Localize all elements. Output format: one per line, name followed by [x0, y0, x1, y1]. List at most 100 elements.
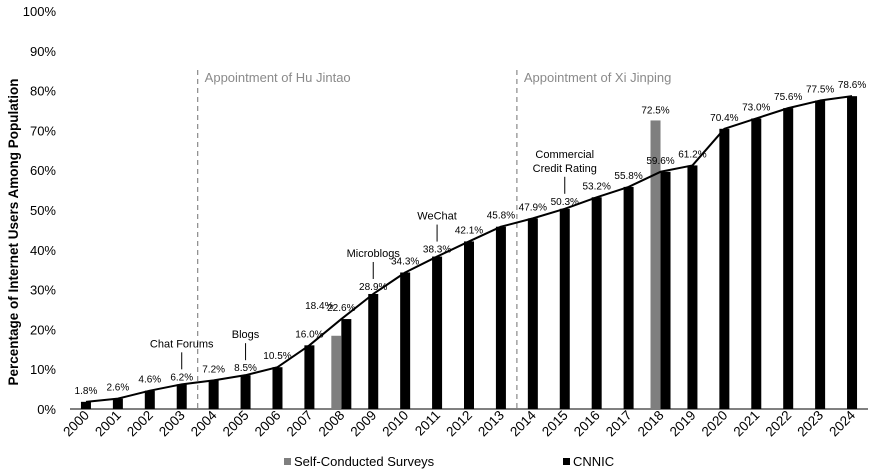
- cnnic-bar: [495, 226, 506, 409]
- x-tick-label: 2008: [316, 408, 348, 440]
- cnnic-bar: [660, 171, 671, 409]
- cnnic-bar: [847, 96, 858, 409]
- y-tick-label: 0%: [37, 402, 56, 417]
- x-tick-label: 2012: [443, 408, 475, 440]
- cnnic-bar: [368, 293, 379, 409]
- cnnic-bar: [559, 208, 570, 409]
- cnnic-bar: [719, 128, 730, 410]
- cnnic-bar: [751, 118, 762, 410]
- cnnic-value-label: 38.3%: [423, 245, 451, 256]
- x-tick-label: 2022: [762, 408, 794, 440]
- cnnic-value-label: 61.2%: [678, 149, 706, 160]
- cnnic-bar: [240, 375, 251, 409]
- cnnic-bar: [432, 256, 443, 409]
- legend-label: CNNIC: [573, 454, 614, 469]
- data-labels: 1.8% 2.6% 4.6% 6.2% 7.2% 8.5% 10.5% 16.0% 22.6% 2…: [75, 80, 867, 397]
- x-tick-label: 2002: [124, 408, 156, 440]
- annotation-label: Credit Rating: [533, 163, 597, 175]
- cnnic-value-label: 4.6%: [138, 375, 161, 386]
- trend-line-group: [85, 95, 853, 403]
- x-tick-label: 2011: [412, 408, 443, 439]
- x-tick-label: 2017: [603, 408, 635, 440]
- cnnic-bar: [623, 186, 634, 409]
- x-tick-label: 2007: [284, 408, 316, 440]
- annotation-label: Microblogs: [347, 248, 401, 260]
- annotation-label: Blogs: [232, 329, 260, 341]
- cnnic-value-label: 7.2%: [202, 364, 225, 375]
- y-tick-label: 50%: [30, 203, 56, 218]
- y-tick-label: 10%: [30, 362, 56, 377]
- cnnic-value-label: 53.2%: [583, 181, 611, 192]
- y-tick-label: 100%: [23, 4, 57, 19]
- x-tick-label: 2024: [826, 407, 858, 439]
- legend: Self-Conducted Surveys CNNIC: [284, 454, 614, 469]
- cnnic-bar: [80, 401, 91, 409]
- x-tick-label: 2020: [699, 408, 731, 440]
- cnnic-value-label: 1.8%: [75, 386, 98, 397]
- x-tick-label: 2023: [794, 408, 826, 440]
- x-tick-label: 2005: [220, 408, 252, 440]
- cnnic-value-label: 59.6%: [646, 156, 674, 167]
- survey-value-label: 72.5%: [641, 105, 669, 116]
- cnnic-value-label: 28.9%: [359, 282, 387, 293]
- cnnic-value-label: 34.3%: [391, 256, 419, 267]
- x-tick-label: 2010: [379, 408, 411, 440]
- legend-swatch: [563, 458, 570, 465]
- x-tick-label: 2013: [475, 408, 507, 440]
- annotation-label: WeChat: [417, 211, 457, 223]
- x-axis: 2000 2001 2002 2003 2004 2005 2006 2007 2008 2009…: [60, 407, 858, 439]
- cnnic-value-label: 47.9%: [519, 202, 547, 213]
- trend-line: [85, 95, 853, 403]
- cnnic-value-label: 55.8%: [614, 171, 642, 182]
- x-tick-label: 2015: [539, 408, 571, 440]
- annotations: Chat Forums Blogs Microblogs WeChat Commerci…: [150, 149, 597, 370]
- cnnic-value-label: 70.4%: [710, 113, 738, 124]
- survey-bar: [650, 120, 661, 409]
- x-tick-label: 2018: [635, 408, 667, 440]
- y-tick-label: 60%: [30, 163, 56, 178]
- x-tick-label: 2006: [252, 408, 284, 440]
- y-tick-label: 90%: [30, 44, 56, 59]
- cnnic-value-label: 45.8%: [487, 211, 515, 222]
- y-axis-label: Percentage of Internet Users Among Popul…: [6, 78, 21, 385]
- cnnic-value-label: 10.5%: [263, 351, 291, 362]
- bars: [80, 96, 858, 410]
- era-markers: Appointment of Hu Jintao Appointment of X…: [197, 70, 671, 409]
- cnnic-bar: [687, 165, 698, 409]
- cnnic-bar: [400, 272, 411, 409]
- legend-swatch: [284, 458, 291, 465]
- cnnic-bar: [527, 218, 538, 409]
- x-tick-label: 2021: [731, 408, 763, 440]
- x-tick-label: 2004: [188, 407, 220, 439]
- cnnic-value-label: 73.0%: [742, 102, 770, 113]
- cnnic-value-label: 16.0%: [295, 329, 323, 340]
- cnnic-bar: [176, 384, 187, 409]
- cnnic-bar: [208, 380, 219, 409]
- cnnic-value-label: 2.6%: [106, 383, 129, 394]
- y-tick-label: 30%: [30, 283, 56, 298]
- cnnic-bar: [272, 367, 283, 409]
- cnnic-bar: [815, 100, 826, 410]
- y-axis: 0% 10% 20% 30% 40% 50% 60% 70% 80% 90% 100%: [23, 4, 868, 417]
- era-label: Appointment of Xi Jinping: [524, 70, 671, 85]
- annotation-label: Commercial: [535, 149, 594, 161]
- cnnic-value-label: 6.2%: [170, 372, 193, 383]
- x-tick-label: 2003: [156, 408, 188, 440]
- era-label: Appointment of Hu Jintao: [205, 70, 351, 85]
- cnnic-bar: [591, 197, 602, 409]
- x-tick-label: 2014: [507, 407, 539, 439]
- x-tick-label: 2009: [348, 408, 380, 440]
- x-tick-label: 2001: [92, 408, 124, 440]
- survey-bar: [331, 335, 342, 409]
- x-tick-label: 2000: [60, 408, 92, 440]
- cnnic-bar: [341, 319, 352, 409]
- cnnic-value-label: 50.3%: [551, 197, 579, 208]
- cnnic-value-label: 77.5%: [806, 85, 834, 96]
- y-tick-label: 20%: [30, 322, 56, 337]
- cnnic-value-label: 75.6%: [774, 92, 802, 103]
- cnnic-bar: [144, 390, 155, 409]
- cnnic-bar: [464, 241, 474, 409]
- y-tick-label: 80%: [30, 84, 56, 99]
- survey-value-label: 18.4%: [305, 301, 333, 312]
